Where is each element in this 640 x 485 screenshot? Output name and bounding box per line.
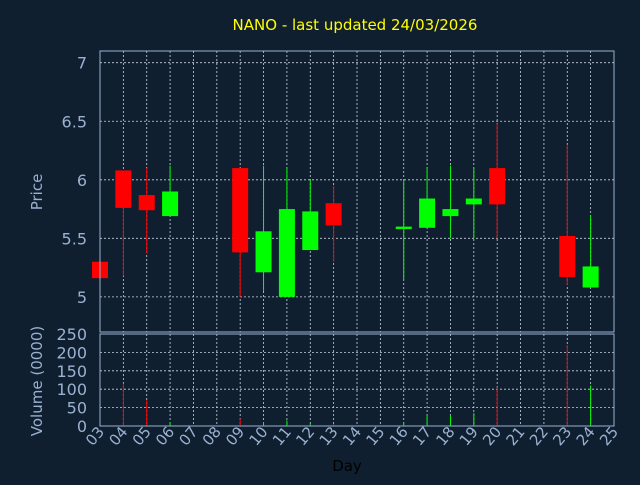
price-panel-frame: [99, 50, 615, 333]
candle-body-19: [465, 198, 482, 205]
candle-body-23: [559, 235, 576, 277]
candle-body-16: [395, 226, 412, 229]
x-tick-13: 13: [316, 423, 342, 449]
x-tick-08: 08: [199, 423, 225, 449]
price-tick-6: 6: [77, 171, 87, 190]
chart-title: NANO - last updated 24/03/2026: [233, 16, 478, 34]
x-tick-18: 18: [432, 423, 458, 449]
price-tick-7: 7: [77, 54, 87, 73]
candle-body-10: [255, 231, 272, 273]
x-axis-label: Day: [332, 457, 362, 475]
x-tick-25: 25: [596, 423, 622, 449]
x-tick-04: 04: [105, 423, 131, 449]
candle-body-04: [115, 170, 132, 208]
candle-body-24: [582, 266, 599, 288]
x-tick-07: 07: [175, 423, 201, 449]
candle-body-17: [419, 198, 436, 228]
x-tick-16: 16: [386, 423, 412, 449]
candle-body-13: [325, 203, 342, 226]
volume-axis-label: Volume (0000): [28, 326, 46, 436]
volume-tick-0: 0: [77, 417, 87, 436]
price-axis-label: Price: [28, 174, 46, 211]
x-tick-15: 15: [362, 423, 388, 449]
x-tick-24: 24: [573, 423, 599, 449]
volume-tick-250: 250: [56, 325, 87, 344]
x-tick-17: 17: [409, 423, 435, 449]
x-tick-19: 19: [456, 423, 482, 449]
candles: [92, 123, 599, 297]
price-tick-labels: 5 5.5 6 6.5 7: [62, 54, 87, 307]
x-tick-22: 22: [526, 423, 552, 449]
volume-tick-200: 200: [56, 343, 87, 362]
volume-panel-frame: [99, 333, 615, 427]
x-tick-11: 11: [269, 423, 295, 449]
x-tick-20: 20: [479, 423, 505, 449]
candle-body-12: [302, 211, 319, 251]
volume-tick-50: 50: [67, 399, 87, 418]
volume-tick-100: 100: [56, 380, 87, 399]
volume-bars: [122, 345, 592, 426]
candle-body-05: [138, 195, 155, 211]
x-tick-12: 12: [292, 423, 318, 449]
candle-body-09: [232, 168, 249, 253]
x-tick-14: 14: [339, 423, 365, 449]
x-tick-21: 21: [503, 423, 529, 449]
candle-body-06: [162, 191, 179, 217]
x-tick-06: 06: [152, 423, 178, 449]
x-tick-labels: 0304050607080910111213141516171819202122…: [82, 423, 622, 449]
price-tick-6.5: 6.5: [62, 112, 87, 131]
x-tick-05: 05: [129, 423, 155, 449]
candle-body-18: [442, 209, 459, 217]
price-tick-5.5: 5.5: [62, 229, 87, 248]
candle-body-20: [489, 168, 506, 205]
volume-tick-150: 150: [56, 362, 87, 381]
price-tick-5: 5: [77, 288, 87, 307]
x-tick-10: 10: [246, 423, 272, 449]
candle-body-11: [278, 209, 295, 297]
volume-grid: [100, 334, 614, 426]
x-tick-23: 23: [549, 423, 575, 449]
x-tick-09: 09: [222, 423, 248, 449]
